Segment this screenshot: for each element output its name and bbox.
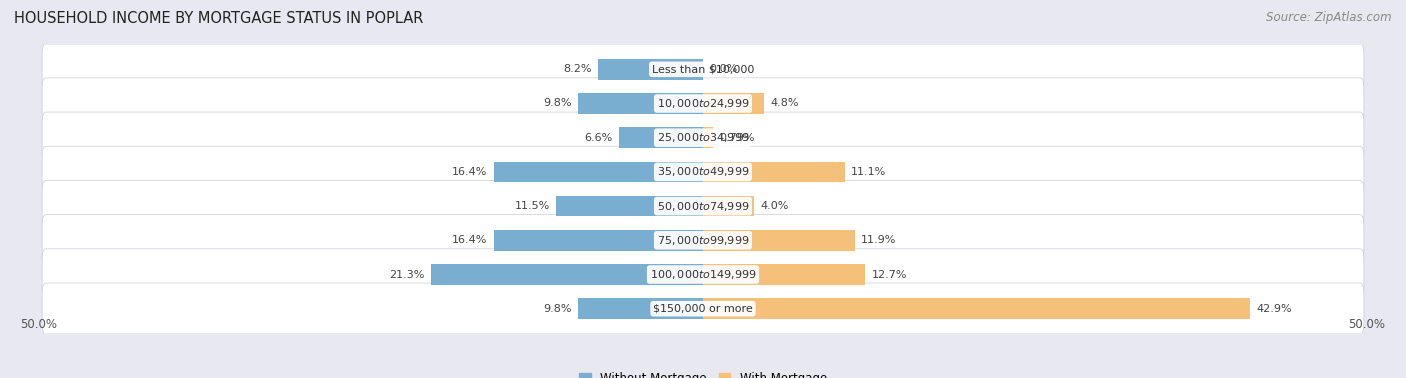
Text: 11.1%: 11.1% bbox=[851, 167, 886, 177]
Bar bbox=[703, 93, 765, 114]
Bar bbox=[703, 230, 855, 251]
Text: 8.2%: 8.2% bbox=[564, 64, 592, 74]
FancyBboxPatch shape bbox=[42, 283, 1364, 335]
Text: 0.0%: 0.0% bbox=[710, 64, 738, 74]
Bar bbox=[432, 264, 703, 285]
Text: 12.7%: 12.7% bbox=[872, 270, 907, 279]
Text: $75,000 to $99,999: $75,000 to $99,999 bbox=[657, 234, 749, 247]
Bar bbox=[494, 230, 703, 251]
Text: 16.4%: 16.4% bbox=[451, 235, 488, 245]
FancyBboxPatch shape bbox=[42, 146, 1364, 198]
Bar bbox=[578, 93, 703, 114]
Bar bbox=[703, 196, 754, 216]
Bar bbox=[578, 299, 703, 319]
Bar bbox=[599, 59, 703, 79]
Text: $150,000 or more: $150,000 or more bbox=[654, 304, 752, 314]
Text: 50.0%: 50.0% bbox=[1348, 318, 1385, 331]
FancyBboxPatch shape bbox=[42, 78, 1364, 129]
FancyBboxPatch shape bbox=[42, 249, 1364, 300]
Text: 6.6%: 6.6% bbox=[583, 133, 613, 143]
Bar bbox=[494, 162, 703, 182]
Text: 11.9%: 11.9% bbox=[862, 235, 897, 245]
Text: 21.3%: 21.3% bbox=[389, 270, 425, 279]
Bar bbox=[703, 299, 1250, 319]
Text: Source: ZipAtlas.com: Source: ZipAtlas.com bbox=[1267, 11, 1392, 24]
Text: 11.5%: 11.5% bbox=[515, 201, 550, 211]
Text: 4.0%: 4.0% bbox=[761, 201, 789, 211]
Bar bbox=[703, 162, 845, 182]
Text: $100,000 to $149,999: $100,000 to $149,999 bbox=[650, 268, 756, 281]
Text: $35,000 to $49,999: $35,000 to $49,999 bbox=[657, 166, 749, 178]
Text: 16.4%: 16.4% bbox=[451, 167, 488, 177]
Text: 9.8%: 9.8% bbox=[543, 99, 572, 108]
Text: 50.0%: 50.0% bbox=[21, 318, 58, 331]
Bar bbox=[703, 127, 713, 148]
Text: HOUSEHOLD INCOME BY MORTGAGE STATUS IN POPLAR: HOUSEHOLD INCOME BY MORTGAGE STATUS IN P… bbox=[14, 11, 423, 26]
Text: 42.9%: 42.9% bbox=[1257, 304, 1292, 314]
Text: $25,000 to $34,999: $25,000 to $34,999 bbox=[657, 131, 749, 144]
FancyBboxPatch shape bbox=[42, 215, 1364, 266]
Text: $50,000 to $74,999: $50,000 to $74,999 bbox=[657, 200, 749, 212]
Bar bbox=[703, 264, 865, 285]
Legend: Without Mortgage, With Mortgage: Without Mortgage, With Mortgage bbox=[574, 367, 832, 378]
Bar bbox=[557, 196, 703, 216]
Bar bbox=[619, 127, 703, 148]
Text: 4.8%: 4.8% bbox=[770, 99, 799, 108]
FancyBboxPatch shape bbox=[42, 112, 1364, 163]
FancyBboxPatch shape bbox=[42, 180, 1364, 232]
Text: 0.79%: 0.79% bbox=[720, 133, 755, 143]
Text: Less than $10,000: Less than $10,000 bbox=[652, 64, 754, 74]
Text: $10,000 to $24,999: $10,000 to $24,999 bbox=[657, 97, 749, 110]
FancyBboxPatch shape bbox=[42, 43, 1364, 95]
Text: 9.8%: 9.8% bbox=[543, 304, 572, 314]
